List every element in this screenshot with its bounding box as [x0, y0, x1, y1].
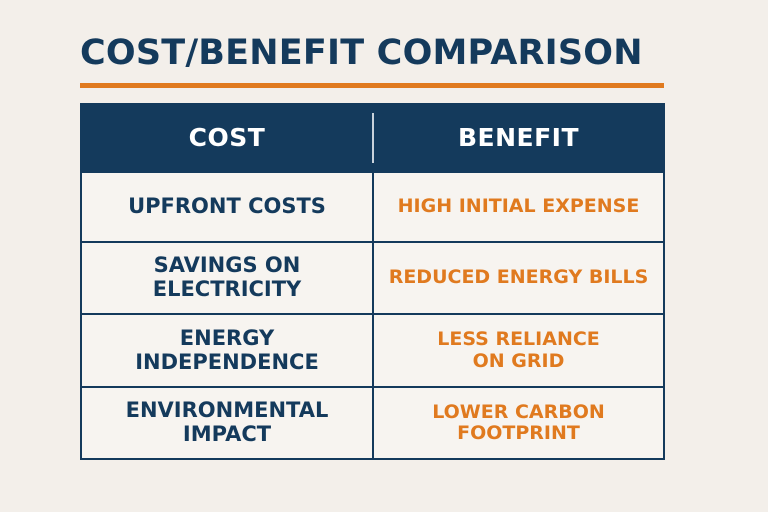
- benefit-cell: HIGH INITIAL EXPENSE: [372, 173, 663, 241]
- benefit-cell: LESS RELIANCE ON GRID: [372, 315, 663, 386]
- benefit-cell: LOWER CARBON FOOTPRINT: [372, 388, 663, 458]
- table-row: ENVIRONMENTAL IMPACT LOWER CARBON FOOTPR…: [82, 386, 663, 458]
- column-header-benefit: BENEFIT: [457, 123, 580, 152]
- header-divider: [372, 113, 374, 163]
- cost-text: UPFRONT COSTS: [128, 194, 326, 219]
- cost-text: SAVINGS ON ELECTRICITY: [152, 253, 302, 301]
- benefit-text: LOWER CARBON FOOTPRINT: [432, 400, 605, 444]
- cost-cell: ENERGY INDEPENDENCE: [82, 315, 372, 386]
- cost-cell: ENVIRONMENTAL IMPACT: [82, 388, 372, 458]
- comparison-table: COST BENEFIT UPFRONT COSTS HIGH INITIAL …: [80, 103, 665, 460]
- table-row: UPFRONT COSTS HIGH INITIAL EXPENSE: [82, 171, 663, 241]
- table-row: ENERGY INDEPENDENCE LESS RELIANCE ON GRI…: [82, 313, 663, 386]
- cost-cell: UPFRONT COSTS: [82, 173, 372, 241]
- table-header: COST BENEFIT: [82, 105, 663, 171]
- benefit-cell: REDUCED ENERGY BILLS: [372, 243, 663, 313]
- cost-cell: SAVINGS ON ELECTRICITY: [82, 243, 372, 313]
- benefit-text: HIGH INITIAL EXPENSE: [397, 195, 640, 218]
- benefit-text: LESS RELIANCE ON GRID: [437, 328, 600, 372]
- table-row: SAVINGS ON ELECTRICITY REDUCED ENERGY BI…: [82, 241, 663, 313]
- cost-text: ENERGY INDEPENDENCE: [135, 325, 319, 374]
- title-underline: [80, 83, 664, 88]
- cost-text: ENVIRONMENTAL IMPACT: [125, 398, 329, 446]
- benefit-text: REDUCED ENERGY BILLS: [388, 266, 649, 289]
- column-header-cost: COST: [188, 123, 266, 152]
- page-title: COST/BENEFIT COMPARISON: [80, 33, 643, 73]
